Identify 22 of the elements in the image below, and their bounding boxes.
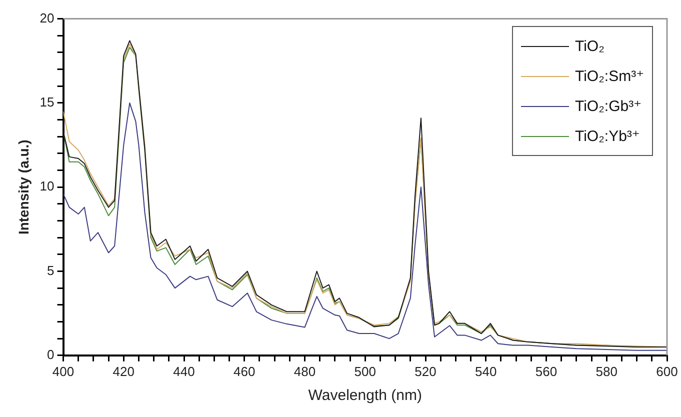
x-tick-label: 580 xyxy=(596,364,618,379)
x-tick-label: 480 xyxy=(294,364,316,379)
y-tick-label: 0 xyxy=(47,346,54,362)
legend-label: TiO₂ xyxy=(574,38,604,54)
x-tick-label: 560 xyxy=(535,364,558,379)
y-tick-label: 10 xyxy=(40,178,54,194)
x-tick-label: 520 xyxy=(414,364,436,379)
x-tick-label: 420 xyxy=(112,364,134,379)
legend-label: TiO₂:Yb³⁺ xyxy=(574,127,640,145)
x-tick-label: 500 xyxy=(354,364,376,379)
x-tick-label: 540 xyxy=(475,364,497,379)
y-axis-title: Intensity (a.u.) xyxy=(15,140,32,235)
y-tick-label: 20 xyxy=(40,10,54,26)
x-tick-label: 460 xyxy=(234,364,256,379)
y-tick-label: 15 xyxy=(40,94,54,110)
x-tick-label: 400 xyxy=(52,364,74,379)
legend-label: TiO₂:Gb³⁺ xyxy=(574,97,642,115)
x-axis-title: Wavelength (nm) xyxy=(308,387,422,404)
x-tick-label: 600 xyxy=(656,364,678,379)
y-tick-label: 5 xyxy=(47,262,54,278)
legend-label: TiO₂:Sm³⁺ xyxy=(574,67,644,85)
x-tick-label: 440 xyxy=(173,364,195,379)
